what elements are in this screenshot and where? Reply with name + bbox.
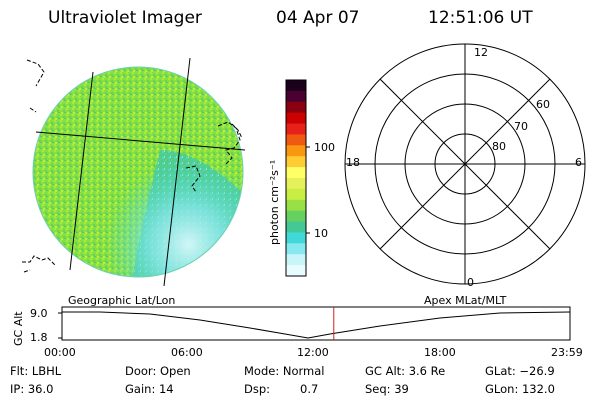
colorbar-unit-label: photon cm⁻²s⁻¹ <box>268 159 281 245</box>
mlt-label-6: 6 <box>575 156 582 169</box>
colorbar-band <box>286 199 306 212</box>
mlt-label-12: 12 <box>474 46 488 59</box>
colorbar-band <box>286 80 306 92</box>
timeline-y-tick-top: 9.0 <box>30 307 48 320</box>
colorbar-band <box>286 145 306 157</box>
colorbar-band <box>286 221 306 233</box>
colorbar-band <box>286 167 306 179</box>
info-ip: IP: 36.0 <box>10 382 54 396</box>
colorbar-band <box>286 243 306 255</box>
timeline-x-tick-0: 00:00 <box>44 346 76 359</box>
info-seq: Seq: 39 <box>365 382 409 396</box>
colorbar-band <box>286 254 306 266</box>
mlat-label-70: 70 <box>514 120 528 133</box>
info-dsp-label: Dsp: <box>244 382 271 396</box>
auroral-emission-image <box>33 67 243 277</box>
mlt-label-18: 18 <box>346 156 360 169</box>
mlat-label-60: 60 <box>536 98 550 111</box>
info-dsp-value: 0.7 <box>300 382 319 396</box>
altitude-timeline-plot <box>58 306 571 341</box>
info-gain: Gain: 14 <box>125 382 174 396</box>
colorbar-tick-100: 100 <box>314 141 335 154</box>
colorbar-band <box>286 210 306 223</box>
colorbar-band <box>286 188 306 201</box>
earth-disc-outline <box>32 66 244 278</box>
colorbar-band <box>286 112 306 125</box>
image-time: 12:51:06 UT <box>428 8 533 28</box>
polar-mlat-mlt-plot <box>344 43 586 285</box>
timeline-y-axis-label: GC Alt <box>12 311 25 346</box>
timeline-x-tick-1: 06:00 <box>171 346 203 359</box>
geographic-grid-lines <box>35 57 246 287</box>
colorbar-band <box>286 123 306 135</box>
mlat-label-80: 80 <box>492 140 506 153</box>
altitude-curve <box>62 311 571 339</box>
colorbar-tick-10: 10 <box>314 227 328 240</box>
colorbar-band <box>286 178 306 190</box>
mlt-label-0: 0 <box>467 276 474 289</box>
instrument-title: Ultraviolet Imager <box>48 8 202 28</box>
colorbar-band <box>286 265 306 277</box>
timeline-y-tick-bottom: 1.8 <box>30 331 48 344</box>
timeline-x-tick-2: 12:00 <box>297 346 329 359</box>
timeline-x-tick-3: 18:00 <box>424 346 456 359</box>
image-date: 04 Apr 07 <box>276 8 360 28</box>
colorbar-band <box>286 232 306 244</box>
colorbar-band <box>286 90 306 103</box>
info-glon: GLon: 132.0 <box>485 382 555 396</box>
color-scale-bar <box>286 80 306 277</box>
timeline-right-title: Apex MLat/MLT <box>424 294 507 307</box>
colorbar-band <box>286 156 306 168</box>
info-filter: Flt: LBHL <box>10 364 62 378</box>
info-glat: GLat: −26.9 <box>485 364 555 378</box>
colorbar-band <box>286 101 306 114</box>
colorbar-band <box>286 134 306 146</box>
info-door: Door: Open <box>125 364 191 378</box>
timeline-left-title: Geographic Lat/Lon <box>68 294 176 307</box>
info-mode: Mode: Normal <box>244 364 325 378</box>
timeline-x-tick-4: 23:59 <box>551 346 583 359</box>
coastline-outlines <box>22 59 243 273</box>
info-gc-alt: GC Alt: 3.6 Re <box>365 364 446 378</box>
